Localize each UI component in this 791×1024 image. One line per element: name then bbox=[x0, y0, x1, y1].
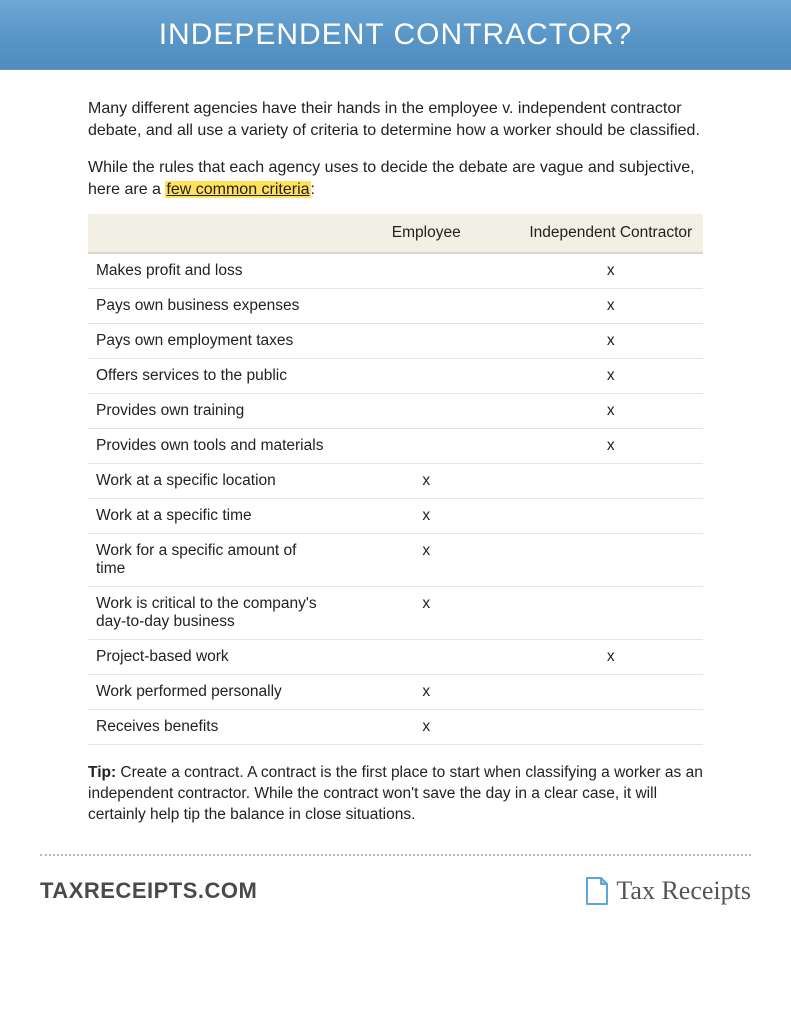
table-row: Makes profit and loss x bbox=[88, 253, 703, 289]
table-row: Provides own training x bbox=[88, 394, 703, 429]
table-row: Work performed personallyx bbox=[88, 675, 703, 710]
contractor-mark-cell: x bbox=[519, 324, 704, 359]
tip-paragraph: Tip: Create a contract. A contract is th… bbox=[88, 763, 703, 826]
criteria-table: Employee Independent Contractor Makes pr… bbox=[88, 214, 703, 745]
employee-mark-cell bbox=[334, 253, 519, 289]
intro-2-text-b: : bbox=[311, 181, 315, 198]
employee-mark-cell: x bbox=[334, 534, 519, 587]
document-icon bbox=[584, 876, 610, 906]
contractor-mark-cell bbox=[519, 534, 704, 587]
contractor-mark-cell bbox=[519, 464, 704, 499]
intro-paragraph-1: Many different agencies have their hands… bbox=[88, 98, 703, 141]
employee-mark-cell bbox=[334, 289, 519, 324]
criteria-cell: Pays own business expenses bbox=[88, 289, 334, 324]
highlighted-phrase: few common criteria bbox=[165, 181, 310, 198]
criteria-cell: Provides own tools and materials bbox=[88, 429, 334, 464]
page-title: INDEPENDENT CONTRACTOR? bbox=[159, 18, 633, 52]
contractor-mark-cell bbox=[519, 499, 704, 534]
employee-mark-cell: x bbox=[334, 499, 519, 534]
employee-mark-cell: x bbox=[334, 587, 519, 640]
col-header-blank bbox=[88, 214, 334, 253]
contractor-mark-cell: x bbox=[519, 359, 704, 394]
table-row: Work is critical to the company's day-to… bbox=[88, 587, 703, 640]
tip-text: Create a contract. A contract is the fir… bbox=[88, 764, 703, 823]
employee-mark-cell bbox=[334, 394, 519, 429]
criteria-cell: Work is critical to the company's day-to… bbox=[88, 587, 334, 640]
criteria-cell: Pays own employment taxes bbox=[88, 324, 334, 359]
contractor-mark-cell: x bbox=[519, 394, 704, 429]
col-header-contractor: Independent Contractor bbox=[519, 214, 704, 253]
criteria-cell: Makes profit and loss bbox=[88, 253, 334, 289]
criteria-cell: Receives benefits bbox=[88, 710, 334, 745]
criteria-cell: Project-based work bbox=[88, 640, 334, 675]
table-row: Offers services to the public x bbox=[88, 359, 703, 394]
employee-mark-cell bbox=[334, 429, 519, 464]
intro-paragraph-2: While the rules that each agency uses to… bbox=[88, 157, 703, 200]
tip-label: Tip: bbox=[88, 764, 116, 781]
table-row: Pays own business expenses x bbox=[88, 289, 703, 324]
contractor-mark-cell: x bbox=[519, 640, 704, 675]
footer-brand: Tax Receipts bbox=[584, 876, 751, 906]
table-row: Provides own tools and materials x bbox=[88, 429, 703, 464]
employee-mark-cell: x bbox=[334, 710, 519, 745]
footer-brand-text: Tax Receipts bbox=[616, 876, 751, 906]
table-row: Pays own employment taxes x bbox=[88, 324, 703, 359]
employee-mark-cell bbox=[334, 324, 519, 359]
contractor-mark-cell bbox=[519, 710, 704, 745]
contractor-mark-cell bbox=[519, 587, 704, 640]
employee-mark-cell bbox=[334, 640, 519, 675]
col-header-employee: Employee bbox=[334, 214, 519, 253]
employee-mark-cell bbox=[334, 359, 519, 394]
criteria-cell: Work at a specific time bbox=[88, 499, 334, 534]
contractor-mark-cell: x bbox=[519, 429, 704, 464]
page-header: INDEPENDENT CONTRACTOR? bbox=[0, 0, 791, 70]
employee-mark-cell: x bbox=[334, 675, 519, 710]
table-header-row: Employee Independent Contractor bbox=[88, 214, 703, 253]
content-area: Many different agencies have their hands… bbox=[0, 70, 791, 826]
footer-url: TAXRECEIPTS.COM bbox=[40, 878, 257, 904]
criteria-cell: Work performed personally bbox=[88, 675, 334, 710]
contractor-mark-cell: x bbox=[519, 253, 704, 289]
criteria-cell: Offers services to the public bbox=[88, 359, 334, 394]
criteria-cell: Work for a specific amount of time bbox=[88, 534, 334, 587]
criteria-cell: Provides own training bbox=[88, 394, 334, 429]
table-row: Work at a specific timex bbox=[88, 499, 703, 534]
table-row: Project-based work x bbox=[88, 640, 703, 675]
contractor-mark-cell bbox=[519, 675, 704, 710]
table-row: Receives benefitsx bbox=[88, 710, 703, 745]
table-row: Work at a specific locationx bbox=[88, 464, 703, 499]
contractor-mark-cell: x bbox=[519, 289, 704, 324]
criteria-cell: Work at a specific location bbox=[88, 464, 334, 499]
employee-mark-cell: x bbox=[334, 464, 519, 499]
table-row: Work for a specific amount of timex bbox=[88, 534, 703, 587]
footer: TAXRECEIPTS.COM Tax Receipts bbox=[0, 856, 791, 906]
